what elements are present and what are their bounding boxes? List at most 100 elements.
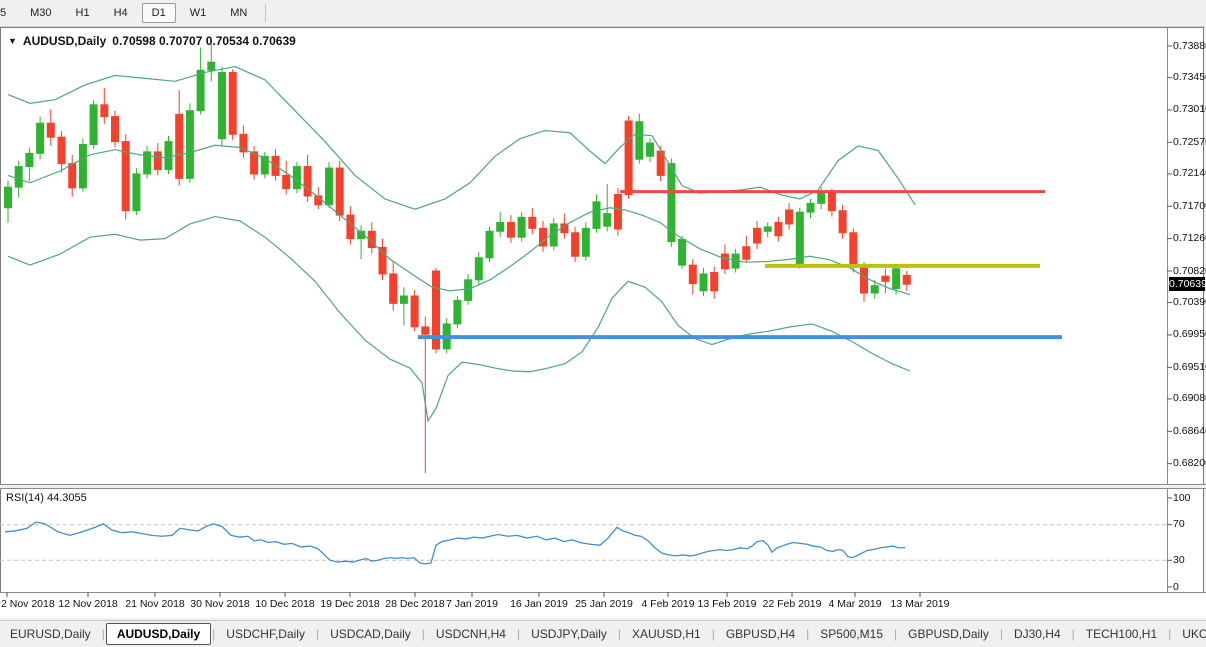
candle-body <box>36 122 45 154</box>
candle-body <box>613 194 622 230</box>
date-axis-label: 4 Feb 2019 <box>641 598 695 610</box>
date-axis-label: 4 Mar 2019 <box>828 598 882 610</box>
symbol-tab-usdcnh[interactable]: USDCNH,H4 <box>435 627 506 641</box>
symbol-tab-audusd[interactable]: AUDUSD,Daily <box>105 623 212 645</box>
timeframe-button-5[interactable]: 5 <box>0 7 7 19</box>
symbol-tab-tech100[interactable]: TECH100,H1 <box>1085 627 1158 641</box>
timeframe-button-w1[interactable]: W1 <box>189 7 207 19</box>
date-axis-label: 21 Nov 2018 <box>125 598 185 610</box>
candle-body <box>132 173 141 212</box>
candle-body <box>485 230 494 259</box>
tab-separator: | <box>617 627 621 641</box>
symbol-tab-dj30[interactable]: DJ30,H4 <box>1013 627 1061 641</box>
symbol-tab-eurusd[interactable]: EURUSD,Daily <box>10 627 91 641</box>
candle-body <box>753 227 761 244</box>
candle-body <box>89 104 98 146</box>
candle-body <box>496 221 505 232</box>
rsi-axis-label: 30 <box>1173 553 1185 566</box>
candle-body <box>474 257 483 281</box>
candle-body <box>218 71 226 140</box>
candle-body <box>624 120 633 196</box>
date-axis-label: 22 Feb 2019 <box>762 598 822 610</box>
symbol-tab-usdjpy[interactable]: USDJPY,Daily <box>531 627 607 641</box>
date-axis-label: 30 Nov 2018 <box>190 598 250 610</box>
bollinger-upper-band <box>7 65 916 210</box>
price-axis-separator <box>1167 27 1168 618</box>
candle-body <box>228 71 237 135</box>
candle-body <box>646 142 654 157</box>
rsi-line <box>4 521 906 565</box>
tab-separator: | <box>806 627 810 641</box>
date-axis-label: 13 Mar 2019 <box>890 598 950 610</box>
candle-body <box>774 221 783 237</box>
date-axis-label: 28 Dec 2018 <box>385 598 445 610</box>
candle-body <box>121 141 130 212</box>
symbol-tab-gbpusd[interactable]: GBPUSD,H4 <box>725 627 796 641</box>
tab-separator: | <box>711 627 715 641</box>
candle-body <box>325 167 333 206</box>
chart-dropdown-icon[interactable]: ▼ <box>8 36 17 46</box>
date-axis-label: 10 Dec 2018 <box>255 598 315 610</box>
symbol-tab-usdcad[interactable]: USDCAD,Daily <box>330 627 411 641</box>
tab-separator: | <box>421 627 425 641</box>
symbol-tab-xauusd[interactable]: XAUUSD,H1 <box>632 627 701 641</box>
symbol-tab-sp500[interactable]: SP500,M15 <box>820 627 884 641</box>
date-axis-label: 16 Jan 2019 <box>510 598 568 610</box>
candle-body <box>870 285 879 294</box>
candle-body <box>175 113 184 179</box>
tab-separator: | <box>1168 627 1172 641</box>
candle-body <box>25 152 34 168</box>
symbol-tab-gbpusd[interactable]: GBPUSD,Daily <box>908 627 989 641</box>
symbol-tab-bar: EURUSD,Daily | AUDUSD,Daily | USDCHF,Daily | U… <box>0 620 1206 647</box>
candle-body <box>817 191 826 204</box>
candle-body <box>410 295 419 328</box>
timeframe-button-h1[interactable]: H1 <box>75 7 90 19</box>
rsi-indicator-label: RSI(14) 44.3055 <box>6 492 87 504</box>
candle-body <box>720 253 729 270</box>
candle-body <box>902 274 911 285</box>
candle-body <box>4 186 12 209</box>
candle-body <box>678 238 687 266</box>
symbol-tab-ukc[interactable]: UKC <box>1182 627 1206 641</box>
candle-body <box>68 163 77 189</box>
candle-body <box>346 214 355 240</box>
candle-body <box>699 273 708 292</box>
chart-ohlc-values: 0.70598 0.70707 0.70534 0.70639 <box>112 34 296 48</box>
candle-body <box>196 69 205 112</box>
chart-window <box>0 27 1204 618</box>
date-axis-label: 2 Nov 2018 <box>1 598 55 610</box>
symbol-tab-usdchf[interactable]: USDCHF,Daily <box>226 627 305 641</box>
panel-splitter[interactable] <box>0 484 1206 489</box>
timeframe-button-mn[interactable]: MN <box>230 7 248 19</box>
candle-body <box>303 166 312 197</box>
tab-separator: | <box>894 627 898 641</box>
candle-body <box>763 226 772 232</box>
candle-body <box>592 201 601 229</box>
chart-symbol-label: AUDUSD,Daily <box>22 34 107 48</box>
candle-body <box>239 133 248 153</box>
candle-body <box>335 167 344 216</box>
bollinger-lower-band <box>7 215 911 423</box>
candle-body <box>421 326 430 335</box>
timeframe-button-m30[interactable]: M30 <box>30 7 52 19</box>
candle-body <box>838 210 847 234</box>
timeframe-toolbar: 5 M30 H1 H4 D1 W1 MN <box>0 0 1206 27</box>
tab-separator: | <box>315 627 320 641</box>
bollinger-middle-band <box>7 144 911 296</box>
tab-separator: | <box>212 627 216 641</box>
candle-body <box>688 264 697 284</box>
candle-body <box>892 268 901 290</box>
candle-body <box>185 110 194 179</box>
timeframe-button-d1[interactable]: D1 <box>141 3 176 23</box>
timeframe-button-h4[interactable]: H4 <box>113 7 128 19</box>
